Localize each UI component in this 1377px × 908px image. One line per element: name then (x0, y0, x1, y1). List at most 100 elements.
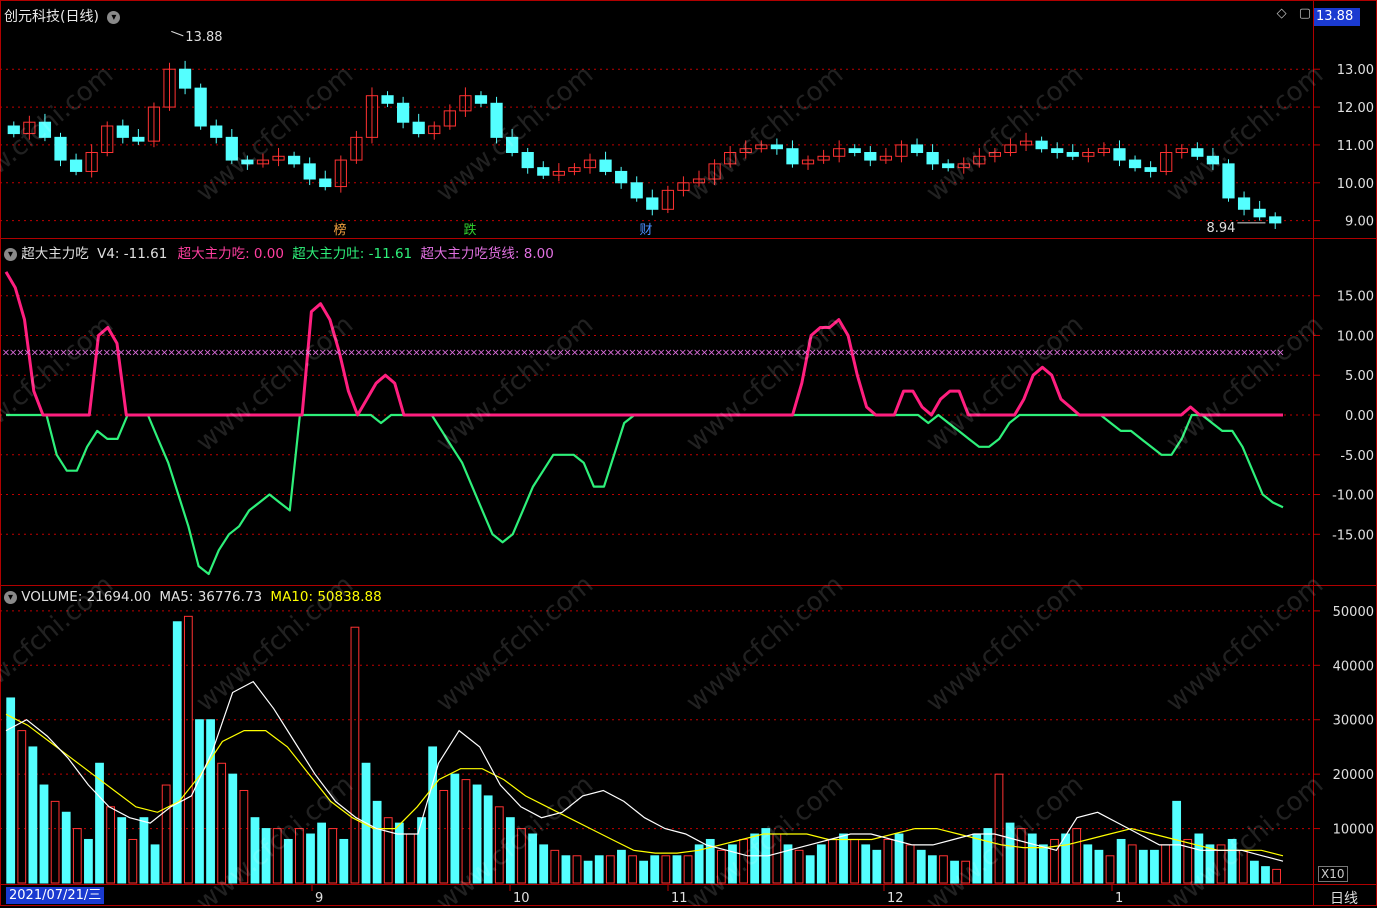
diamond-icon[interactable]: ◇ (1276, 6, 1287, 21)
candle-body (365, 95, 379, 138)
volume-ma5: MA5: 36776.73 (159, 589, 263, 605)
eatline-mark: × (254, 347, 262, 358)
eatline-mark: × (988, 347, 996, 358)
candle-body (350, 136, 363, 161)
month-label: 1 (1115, 891, 1123, 906)
eatline-mark: × (707, 347, 715, 358)
volume-bar (639, 860, 649, 884)
eatline-mark: × (59, 347, 67, 358)
eatline-mark: × (196, 347, 204, 358)
candle-body (397, 102, 410, 123)
volume-bar (850, 838, 860, 884)
eatline-mark: × (751, 347, 759, 358)
eatline-mark: × (319, 347, 327, 358)
candle-body (817, 155, 830, 161)
eatline-mark: × (866, 347, 874, 358)
eatline-mark: × (823, 347, 831, 358)
volume-bar (972, 833, 982, 884)
candle-body (801, 159, 815, 165)
chevron-down-icon[interactable]: ▾ (4, 590, 17, 604)
candle-body (194, 87, 207, 127)
eatline-mark: × (23, 347, 31, 358)
window-controls: ◇ ▢ (1277, 6, 1311, 21)
volume-bar (939, 855, 948, 884)
eatline-mark: × (880, 347, 888, 358)
eatline-mark: × (787, 347, 795, 358)
candle-body (1222, 163, 1235, 199)
eatline-mark: × (664, 347, 672, 358)
eatline-mark: × (916, 347, 924, 358)
candle-body (7, 125, 20, 135)
chevron-down-icon[interactable]: ▾ (107, 10, 121, 24)
eatline-mark: × (693, 347, 701, 358)
eatline-mark: × (650, 347, 658, 358)
candle-body (287, 155, 301, 165)
volume-bar (905, 844, 915, 884)
volume-bar (561, 855, 571, 884)
eatline-mark: × (808, 347, 816, 358)
indicator-name[interactable]: 超大主力吃 (21, 246, 89, 262)
volume-value[interactable]: VOLUME: 21694.00 (21, 589, 152, 605)
eatline-mark: × (1111, 347, 1119, 358)
volume-bar (250, 817, 260, 884)
candle-body (69, 159, 83, 172)
eatline-mark: × (995, 347, 1003, 358)
volume-bar (1172, 800, 1182, 884)
eatline-mark: × (419, 347, 427, 358)
eatline-mark: × (1118, 347, 1126, 358)
eatline-mark: × (1190, 347, 1198, 358)
candle-body (490, 102, 503, 138)
eatline-mark: × (1139, 347, 1147, 358)
volume-bar (1261, 866, 1270, 884)
volume-bar (150, 844, 160, 884)
volume-bar (1016, 828, 1026, 884)
eatline-mark: × (556, 347, 564, 358)
eatline-mark: × (95, 347, 103, 358)
eatline-mark: × (1262, 347, 1270, 358)
candle-body (506, 136, 519, 154)
stock-title[interactable]: 创元科技(日线) ▾ (4, 6, 121, 26)
eatline-mark: × (967, 347, 975, 358)
indicator-axis-label: 15.00 (1337, 290, 1374, 305)
candle-body (1253, 208, 1266, 218)
eatline-mark: × (549, 347, 557, 358)
volume-bar (417, 817, 426, 884)
volume-bar (839, 833, 848, 884)
price-axis-label: 10.00 (1337, 177, 1374, 192)
candle-body (256, 159, 270, 165)
volume-bar (1116, 838, 1126, 884)
eatline-mark: × (794, 347, 802, 358)
volume-bar (1105, 855, 1115, 884)
eatline-mark: × (938, 347, 946, 358)
indicator-spit-line (6, 413, 1284, 576)
eatline-mark: × (175, 347, 183, 358)
eatline-mark: × (45, 347, 53, 358)
eatline-mark: × (931, 347, 939, 358)
candle-body (241, 159, 254, 165)
indicator-lines: ××××××××××××××××××××××××××××××××××××××××… (2, 271, 1285, 576)
chevron-down-icon[interactable]: ▾ (4, 247, 17, 261)
period-label[interactable]: 日线 (1330, 891, 1358, 907)
candle-body (755, 144, 768, 150)
eatline-mark: × (1240, 347, 1248, 358)
candle-body (147, 106, 161, 142)
eatline-mark: × (830, 347, 838, 358)
indicator-axis-label: 0.00 (1345, 409, 1374, 424)
volume-bar (450, 773, 460, 884)
volume-bar (694, 844, 704, 884)
eatline-mark: × (1168, 347, 1176, 358)
eatline-mark: × (268, 347, 276, 358)
square-icon[interactable]: ▢ (1298, 6, 1311, 21)
candlestick-series: 13.88 8.94 (7, 30, 1282, 236)
eatline-mark: × (635, 347, 643, 358)
volume-bar (317, 822, 326, 884)
candle-body (926, 152, 939, 165)
volume-axis-label: 50000 (1333, 605, 1374, 620)
eatline-mark: × (232, 347, 240, 358)
volume-bar (1194, 833, 1204, 884)
volume-bar (406, 833, 415, 884)
eatline-mark: × (715, 347, 723, 358)
volume-bar (206, 719, 215, 884)
candle-body (537, 167, 550, 176)
